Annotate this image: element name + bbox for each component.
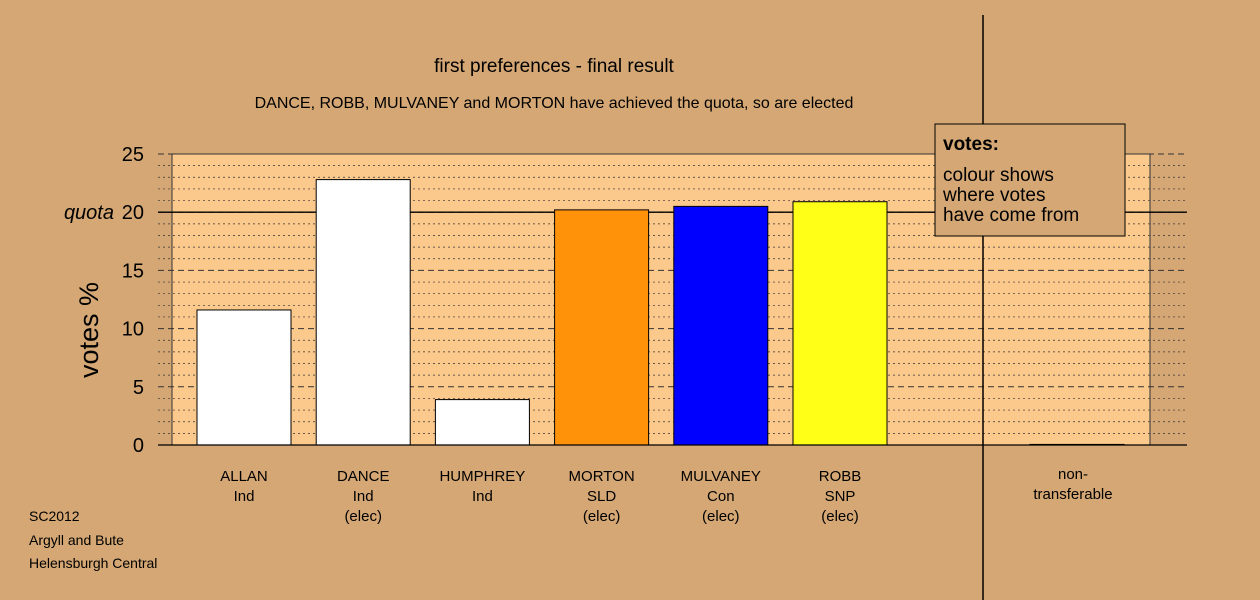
- footer-code: SC2012: [29, 508, 80, 524]
- bar-humphrey: [434, 399, 530, 446]
- party-label: Ind: [353, 488, 374, 505]
- candidate-name-label: ROBB: [819, 468, 862, 485]
- elected-label: (elec): [821, 508, 859, 525]
- footer-council: Argyll and Bute: [29, 532, 124, 548]
- candidate-name-label: MULVANEY: [681, 468, 761, 485]
- candidate-name-label: DANCE: [337, 468, 390, 485]
- y-tick-label: 10: [122, 319, 144, 341]
- y-axis: 0 5 10 15 20 25: [122, 144, 144, 457]
- legend-line: colour shows: [943, 165, 1054, 186]
- elected-label: (elec): [583, 508, 621, 525]
- y-tick-label: 15: [122, 260, 144, 282]
- legend-box: [934, 123, 1126, 237]
- footer-ward: Helensburgh Central: [29, 555, 157, 571]
- y-tick-label: 25: [122, 144, 144, 166]
- x-axis-labels: ALLAN Ind DANCE Ind (elec) HUMPHREY Ind MORTON S…: [220, 466, 1112, 525]
- legend-title: votes:: [943, 134, 999, 155]
- chart-subtitle: DANCE, ROBB, MULVANEY and MORTON have ac…: [255, 95, 854, 112]
- y-axis-label: votes %: [74, 282, 104, 378]
- candidate-name-label: ALLAN: [220, 468, 268, 485]
- party-label: SNP: [825, 488, 856, 505]
- elected-label: (elec): [702, 508, 740, 525]
- y-tick-label: 0: [133, 435, 144, 457]
- candidate-name-label: HUMPHREY: [439, 468, 525, 485]
- bar-dance: [315, 179, 411, 446]
- party-label: Con: [707, 488, 735, 505]
- bar-robb: [792, 201, 888, 446]
- party-label: Ind: [234, 488, 255, 505]
- quota-label: quota: [64, 202, 114, 224]
- legend: votes: colour shows where votes have com…: [934, 123, 1126, 237]
- y-tick-label: 5: [133, 377, 144, 399]
- bar-morton: [554, 209, 650, 446]
- chart-title: first preferences - final result: [434, 56, 674, 77]
- party-label: SLD: [587, 488, 616, 505]
- party-label: Ind: [472, 488, 493, 505]
- non-transferable-label: transferable: [1033, 486, 1112, 503]
- elected-label: (elec): [344, 508, 382, 525]
- legend-line: where votes: [942, 185, 1045, 206]
- non-transferable-label: non-: [1058, 466, 1088, 483]
- bar-mulvaney: [673, 205, 769, 446]
- legend-line: have come from: [943, 205, 1079, 226]
- y-tick-label: 20: [122, 202, 144, 224]
- bar-allan: [196, 309, 292, 446]
- bars: [158, 179, 1187, 446]
- candidate-name-label: MORTON: [569, 468, 635, 485]
